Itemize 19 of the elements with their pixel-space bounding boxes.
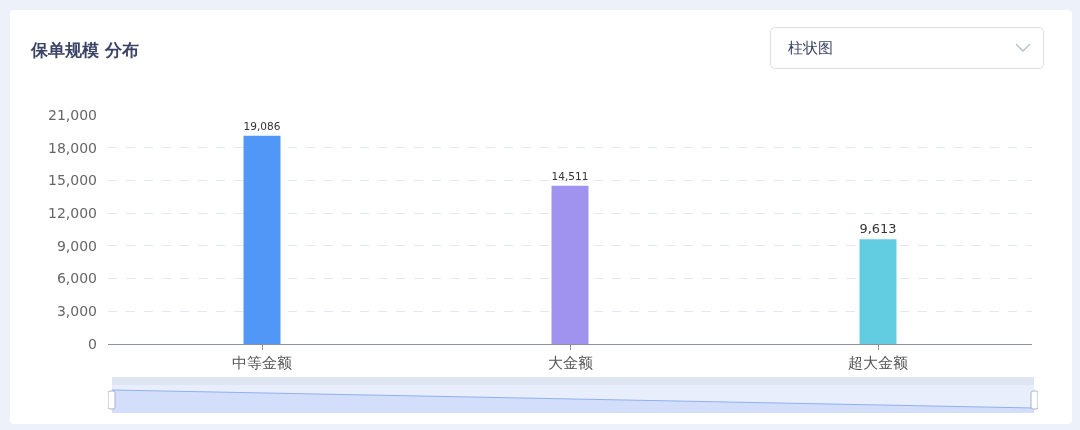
bar: [243, 135, 281, 344]
data-label: 9,613: [859, 220, 897, 236]
data-label: 14,511: [551, 169, 589, 182]
data-label: 19,086: [243, 120, 281, 133]
y-tick-label: 12,000: [48, 205, 97, 222]
bar: [859, 239, 897, 344]
y-tick-label: 21,000: [48, 106, 97, 123]
x-tick-label: 超大金额: [848, 354, 908, 372]
bar: [551, 185, 589, 344]
x-tick-label: 中等金额: [232, 354, 292, 372]
y-tick-label: 15,000: [48, 172, 97, 189]
y-tick-label: 3,000: [56, 303, 97, 320]
x-tick-label: 大金额: [547, 354, 593, 372]
chart-title: 保单规模 分布: [30, 39, 140, 60]
dropdown: 柱状图: [770, 27, 1044, 69]
y-tick-label: 9,000: [56, 237, 97, 254]
y-tick-label: 0: [88, 335, 97, 352]
y-tick-label: 18,000: [48, 139, 97, 156]
y-tick-label: 6,000: [56, 270, 97, 287]
